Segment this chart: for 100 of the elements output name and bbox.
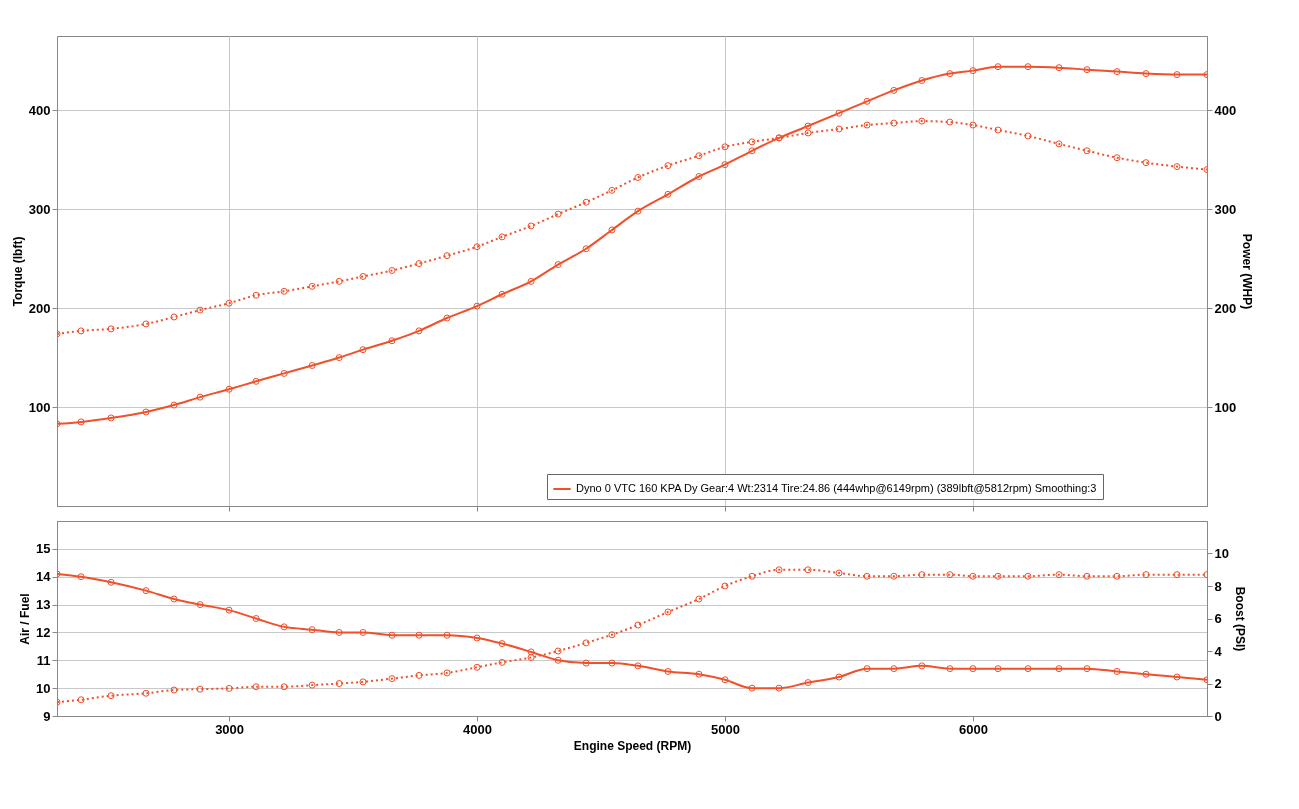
point xyxy=(225,385,233,393)
point xyxy=(1173,571,1181,579)
point xyxy=(415,327,423,335)
point xyxy=(608,659,616,667)
point xyxy=(498,658,506,666)
point xyxy=(1173,163,1181,171)
point xyxy=(1113,572,1121,580)
y2-tick-label: 2 xyxy=(1214,676,1222,691)
point xyxy=(721,676,729,684)
point xyxy=(969,572,977,580)
point xyxy=(280,683,288,691)
point xyxy=(107,692,115,700)
point xyxy=(994,63,1002,71)
point xyxy=(804,122,812,130)
point xyxy=(170,313,178,321)
point xyxy=(634,207,642,215)
point xyxy=(1113,68,1121,76)
point xyxy=(1113,154,1121,162)
point xyxy=(107,578,115,586)
point xyxy=(359,628,367,636)
legend-label: Dyno 0 VTC 160 KPA Dy Gear:4 Wt:2314 Tire:24.86 (444whp@6149rpm) (389lbft@5812rpm) Smoothing:3 xyxy=(576,482,1097,494)
x-tick-label: 4000 xyxy=(463,721,492,737)
point xyxy=(863,665,871,673)
point xyxy=(388,337,396,345)
point xyxy=(748,147,756,155)
point xyxy=(918,117,926,125)
y-tick-label: 14 xyxy=(36,569,52,585)
point xyxy=(498,290,506,298)
point xyxy=(863,97,871,105)
point xyxy=(77,418,85,426)
point xyxy=(225,606,233,614)
point xyxy=(1173,673,1181,681)
point xyxy=(308,282,316,290)
point xyxy=(142,320,150,328)
point xyxy=(359,346,367,354)
point xyxy=(695,152,703,160)
point xyxy=(695,173,703,180)
point xyxy=(863,572,871,580)
point xyxy=(107,325,115,333)
point xyxy=(748,138,756,146)
point xyxy=(969,67,977,75)
point xyxy=(664,162,672,170)
point xyxy=(170,401,178,409)
point xyxy=(994,126,1002,134)
point xyxy=(804,129,812,137)
point xyxy=(634,174,642,181)
y-tick-label: 200 xyxy=(28,300,51,316)
point xyxy=(1142,70,1150,78)
y2-tick-label: 8 xyxy=(1214,578,1222,594)
point xyxy=(863,121,871,129)
point xyxy=(225,299,233,307)
point xyxy=(415,260,423,268)
point xyxy=(107,414,115,422)
point xyxy=(280,623,288,631)
point xyxy=(443,252,451,260)
point xyxy=(664,608,672,616)
point xyxy=(554,656,562,664)
point xyxy=(554,261,562,269)
point xyxy=(308,626,316,634)
point xyxy=(582,659,590,667)
point xyxy=(918,77,926,85)
point xyxy=(554,647,562,655)
y2-tick-label: 6 xyxy=(1214,611,1222,626)
point xyxy=(1055,571,1063,579)
point xyxy=(308,362,316,369)
point xyxy=(473,663,481,671)
point xyxy=(252,683,260,691)
x-tick-label: 5000 xyxy=(711,721,740,737)
point xyxy=(388,675,396,683)
point xyxy=(527,654,535,661)
y-axis-title: Air / Fuel xyxy=(18,593,33,645)
point xyxy=(1083,66,1091,74)
point xyxy=(582,245,590,253)
point xyxy=(77,327,85,335)
point xyxy=(918,571,926,579)
point xyxy=(775,566,783,574)
point xyxy=(308,681,316,689)
point xyxy=(946,118,954,126)
point xyxy=(170,686,178,694)
point xyxy=(443,631,451,639)
y2-tick-label: 300 xyxy=(1214,201,1237,217)
point xyxy=(608,226,616,234)
point xyxy=(1142,571,1150,579)
y-tick-label: 12 xyxy=(36,624,51,640)
point xyxy=(77,696,85,704)
x-axis-title: Engine Speed (RPM) xyxy=(573,738,692,753)
point xyxy=(994,665,1002,673)
y-tick-label: 10 xyxy=(36,680,51,696)
y2-tick-label: 400 xyxy=(1214,102,1237,118)
point xyxy=(196,393,204,401)
point xyxy=(142,408,150,416)
point xyxy=(634,662,642,670)
point xyxy=(918,662,926,670)
point xyxy=(1113,667,1121,675)
y2-tick-label: 100 xyxy=(1214,399,1237,415)
point xyxy=(1024,63,1032,71)
point xyxy=(582,639,590,647)
point xyxy=(225,684,233,692)
point xyxy=(335,628,343,636)
y2-tick-label: 200 xyxy=(1214,300,1237,316)
